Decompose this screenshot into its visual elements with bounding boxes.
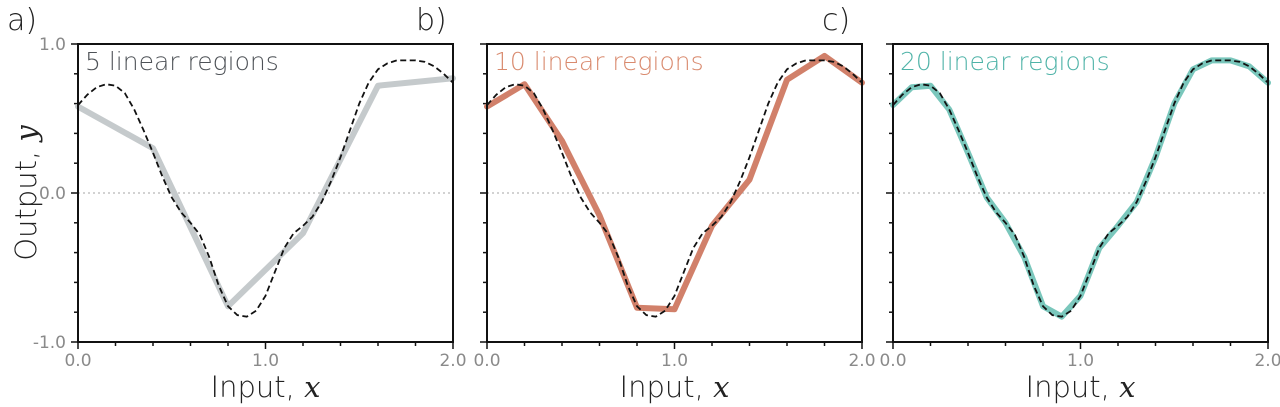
x-axis-label: Input, x (211, 370, 321, 404)
y-axis-label: Output, y (9, 125, 43, 261)
panel-3: c) 20 linear regions 0.0 1.0 2.0 Input, x (822, 3, 1280, 404)
x-tick-label: 0.0 (473, 351, 500, 371)
panel-title: 5 linear regions (85, 47, 279, 76)
x-tick-label: 2.0 (848, 351, 875, 371)
x-tick-label: 2.0 (439, 351, 466, 371)
piecewise-linear-approximation-line (890, 57, 1271, 320)
y-tick-label: 0.0 (39, 184, 66, 204)
plot-frame (486, 43, 863, 343)
panel-title: 10 linear regions (494, 47, 704, 76)
x-tick-label: 0.0 (64, 351, 91, 371)
panel-label: a) (7, 3, 37, 38)
y-tick-label: -1.0 (33, 333, 66, 353)
piecewise-linear-approximation-line (484, 52, 865, 313)
x-tick-label: 1.0 (252, 351, 279, 371)
x-tick-label: 1.0 (1067, 351, 1094, 371)
x-tick-label: 2.0 (1254, 351, 1280, 371)
y-tick-label: 1.0 (39, 35, 66, 55)
x-axis-label: Input, x (1026, 370, 1136, 404)
target-function-dashed-line (486, 59, 863, 318)
panel-title: 20 linear regions (900, 47, 1110, 76)
target-function-dashed-line (892, 59, 1269, 318)
plot-frame (77, 43, 454, 343)
target-function-dashed-line (77, 59, 454, 318)
x-axis-label: Input, x (620, 370, 730, 404)
panel-label: b) (416, 3, 447, 38)
piecewise-linear-approximation-line (75, 75, 456, 310)
x-tick-label: 0.0 (879, 351, 906, 371)
panel-label: c) (822, 3, 850, 38)
panel-2: b) 10 linear regions 0.0 1.0 2.0 Input, x (416, 3, 876, 404)
x-tick-label: 1.0 (661, 351, 688, 371)
plot-frame (892, 43, 1269, 343)
